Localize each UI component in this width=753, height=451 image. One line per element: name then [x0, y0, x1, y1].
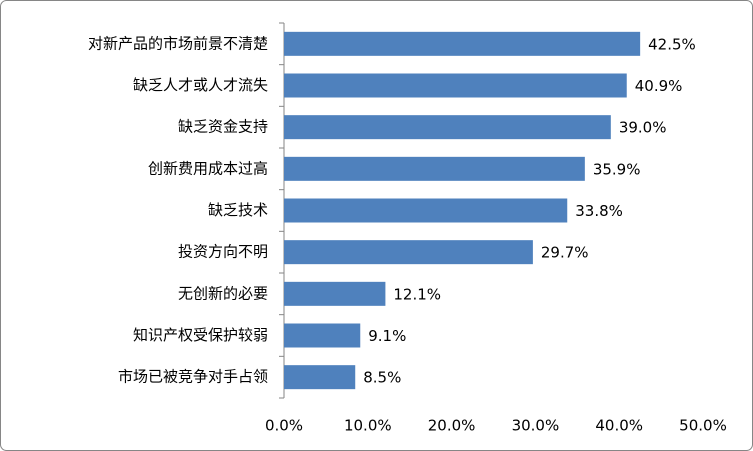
bar	[284, 115, 611, 140]
bar	[284, 323, 361, 348]
value-label: 40.9%	[635, 77, 683, 95]
y-tick-label: 缺乏资金支持	[178, 118, 268, 136]
x-tick-label: 10.0%	[344, 417, 392, 435]
bar	[284, 365, 356, 390]
y-tick-label: 对新产品的市场前景不清楚	[88, 34, 268, 52]
value-label: 12.1%	[393, 285, 441, 303]
y-tick-label: 无创新的必要	[178, 284, 268, 302]
x-tick-label: 30.0%	[512, 417, 560, 435]
value-label: 9.1%	[368, 327, 406, 345]
bar	[284, 240, 533, 265]
value-label: 33.8%	[575, 202, 623, 220]
y-tick-label: 知识产权受保护较弱	[133, 326, 268, 344]
value-label: 29.7%	[541, 244, 589, 262]
value-label: 35.9%	[593, 160, 641, 178]
y-tick-label: 创新费用成本过高	[148, 159, 268, 177]
x-tick-label: 40.0%	[595, 417, 643, 435]
bar	[284, 31, 641, 56]
bar	[284, 73, 627, 98]
x-tick-label: 50.0%	[679, 417, 727, 435]
value-label: 39.0%	[619, 119, 667, 137]
x-tick-label: 20.0%	[428, 417, 476, 435]
y-tick-label: 投资方向不明	[178, 243, 268, 261]
y-tick-label: 缺乏技术	[208, 201, 268, 219]
value-label: 42.5%	[648, 35, 696, 53]
value-label: 8.5%	[363, 369, 401, 387]
bar	[284, 198, 568, 223]
y-tick-label: 市场已被竞争对手占领	[118, 368, 268, 386]
y-tick-label: 缺乏人才或人才流失	[133, 76, 268, 94]
x-tick-label: 0.0%	[265, 417, 303, 435]
bar	[284, 156, 585, 181]
bar	[284, 281, 386, 306]
